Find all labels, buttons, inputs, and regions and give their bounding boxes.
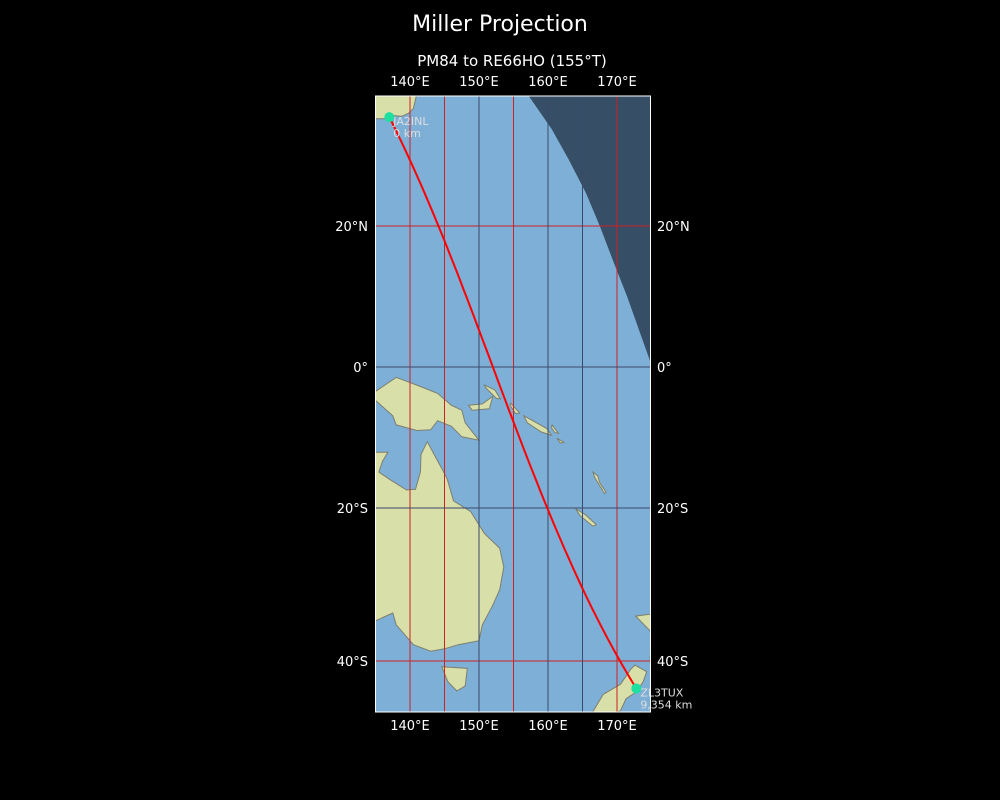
land-australia <box>375 440 505 652</box>
land-new-britain <box>467 394 494 411</box>
land-makira <box>556 437 566 444</box>
station-distance: 9,354 km <box>640 698 692 711</box>
land-bougainville <box>509 402 521 415</box>
land-malaita <box>550 423 560 435</box>
map-subtitle: PM84 to RE66HO (155°T) <box>417 52 607 70</box>
land-nz-south <box>592 664 648 712</box>
land-new-caledonia <box>575 508 598 527</box>
gridlines <box>375 96 651 712</box>
lon-tick-label: 140°E <box>390 75 430 90</box>
land-tasmania <box>440 666 468 692</box>
land-vanuatu <box>591 470 607 495</box>
lat-tick-label: 40°S <box>337 655 368 670</box>
lon-tick-label: 170°E <box>597 75 637 90</box>
lat-tick-label: 20°N <box>657 220 690 235</box>
lat-tick-label: 20°S <box>337 502 368 517</box>
lon-tick-label: 150°E <box>459 75 499 90</box>
station-marker[interactable] <box>384 112 395 123</box>
lat-tick-label: 40°S <box>657 655 688 670</box>
land-new-ireland <box>483 384 502 400</box>
lon-tick-label: 170°E <box>597 719 637 734</box>
station-callsign: ZL3TUX <box>640 686 683 699</box>
station-distance: 0 km <box>393 127 421 140</box>
lon-tick-label: 160°E <box>528 75 568 90</box>
lon-tick-label: 160°E <box>528 719 568 734</box>
lat-tick-label: 20°N <box>335 220 368 235</box>
great-circle-path <box>388 116 638 690</box>
lat-tick-label: 0° <box>353 361 368 376</box>
lat-tick-label: 0° <box>657 361 672 376</box>
station-marker[interactable] <box>631 683 642 694</box>
land-layer <box>375 96 651 712</box>
land-solomons <box>522 414 553 437</box>
map-title: Miller Projection <box>412 12 588 37</box>
land-nz-north <box>634 613 651 672</box>
lon-tick-label: 150°E <box>459 719 499 734</box>
land-new-guinea <box>375 376 481 442</box>
map-frame <box>375 95 651 713</box>
station-callsign: JA2INL <box>392 115 429 128</box>
night-shading <box>528 96 651 363</box>
lon-tick-label: 140°E <box>390 719 430 734</box>
axis-ticks: 140°E 140°E 150°E 150°E 160°E 160°E 170°E 170°E… <box>335 75 690 734</box>
lat-tick-label: 20°S <box>657 502 688 517</box>
